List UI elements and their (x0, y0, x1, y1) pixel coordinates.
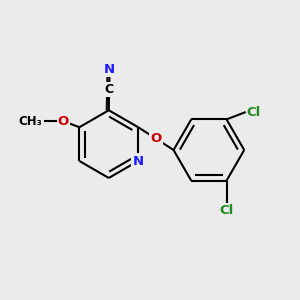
Text: N: N (133, 154, 144, 167)
Text: Cl: Cl (219, 204, 234, 218)
Text: C: C (105, 83, 114, 96)
Text: CH₃: CH₃ (18, 115, 42, 128)
Text: N: N (104, 62, 115, 76)
Text: O: O (150, 132, 161, 145)
Text: O: O (58, 115, 69, 128)
Text: Cl: Cl (247, 106, 261, 118)
